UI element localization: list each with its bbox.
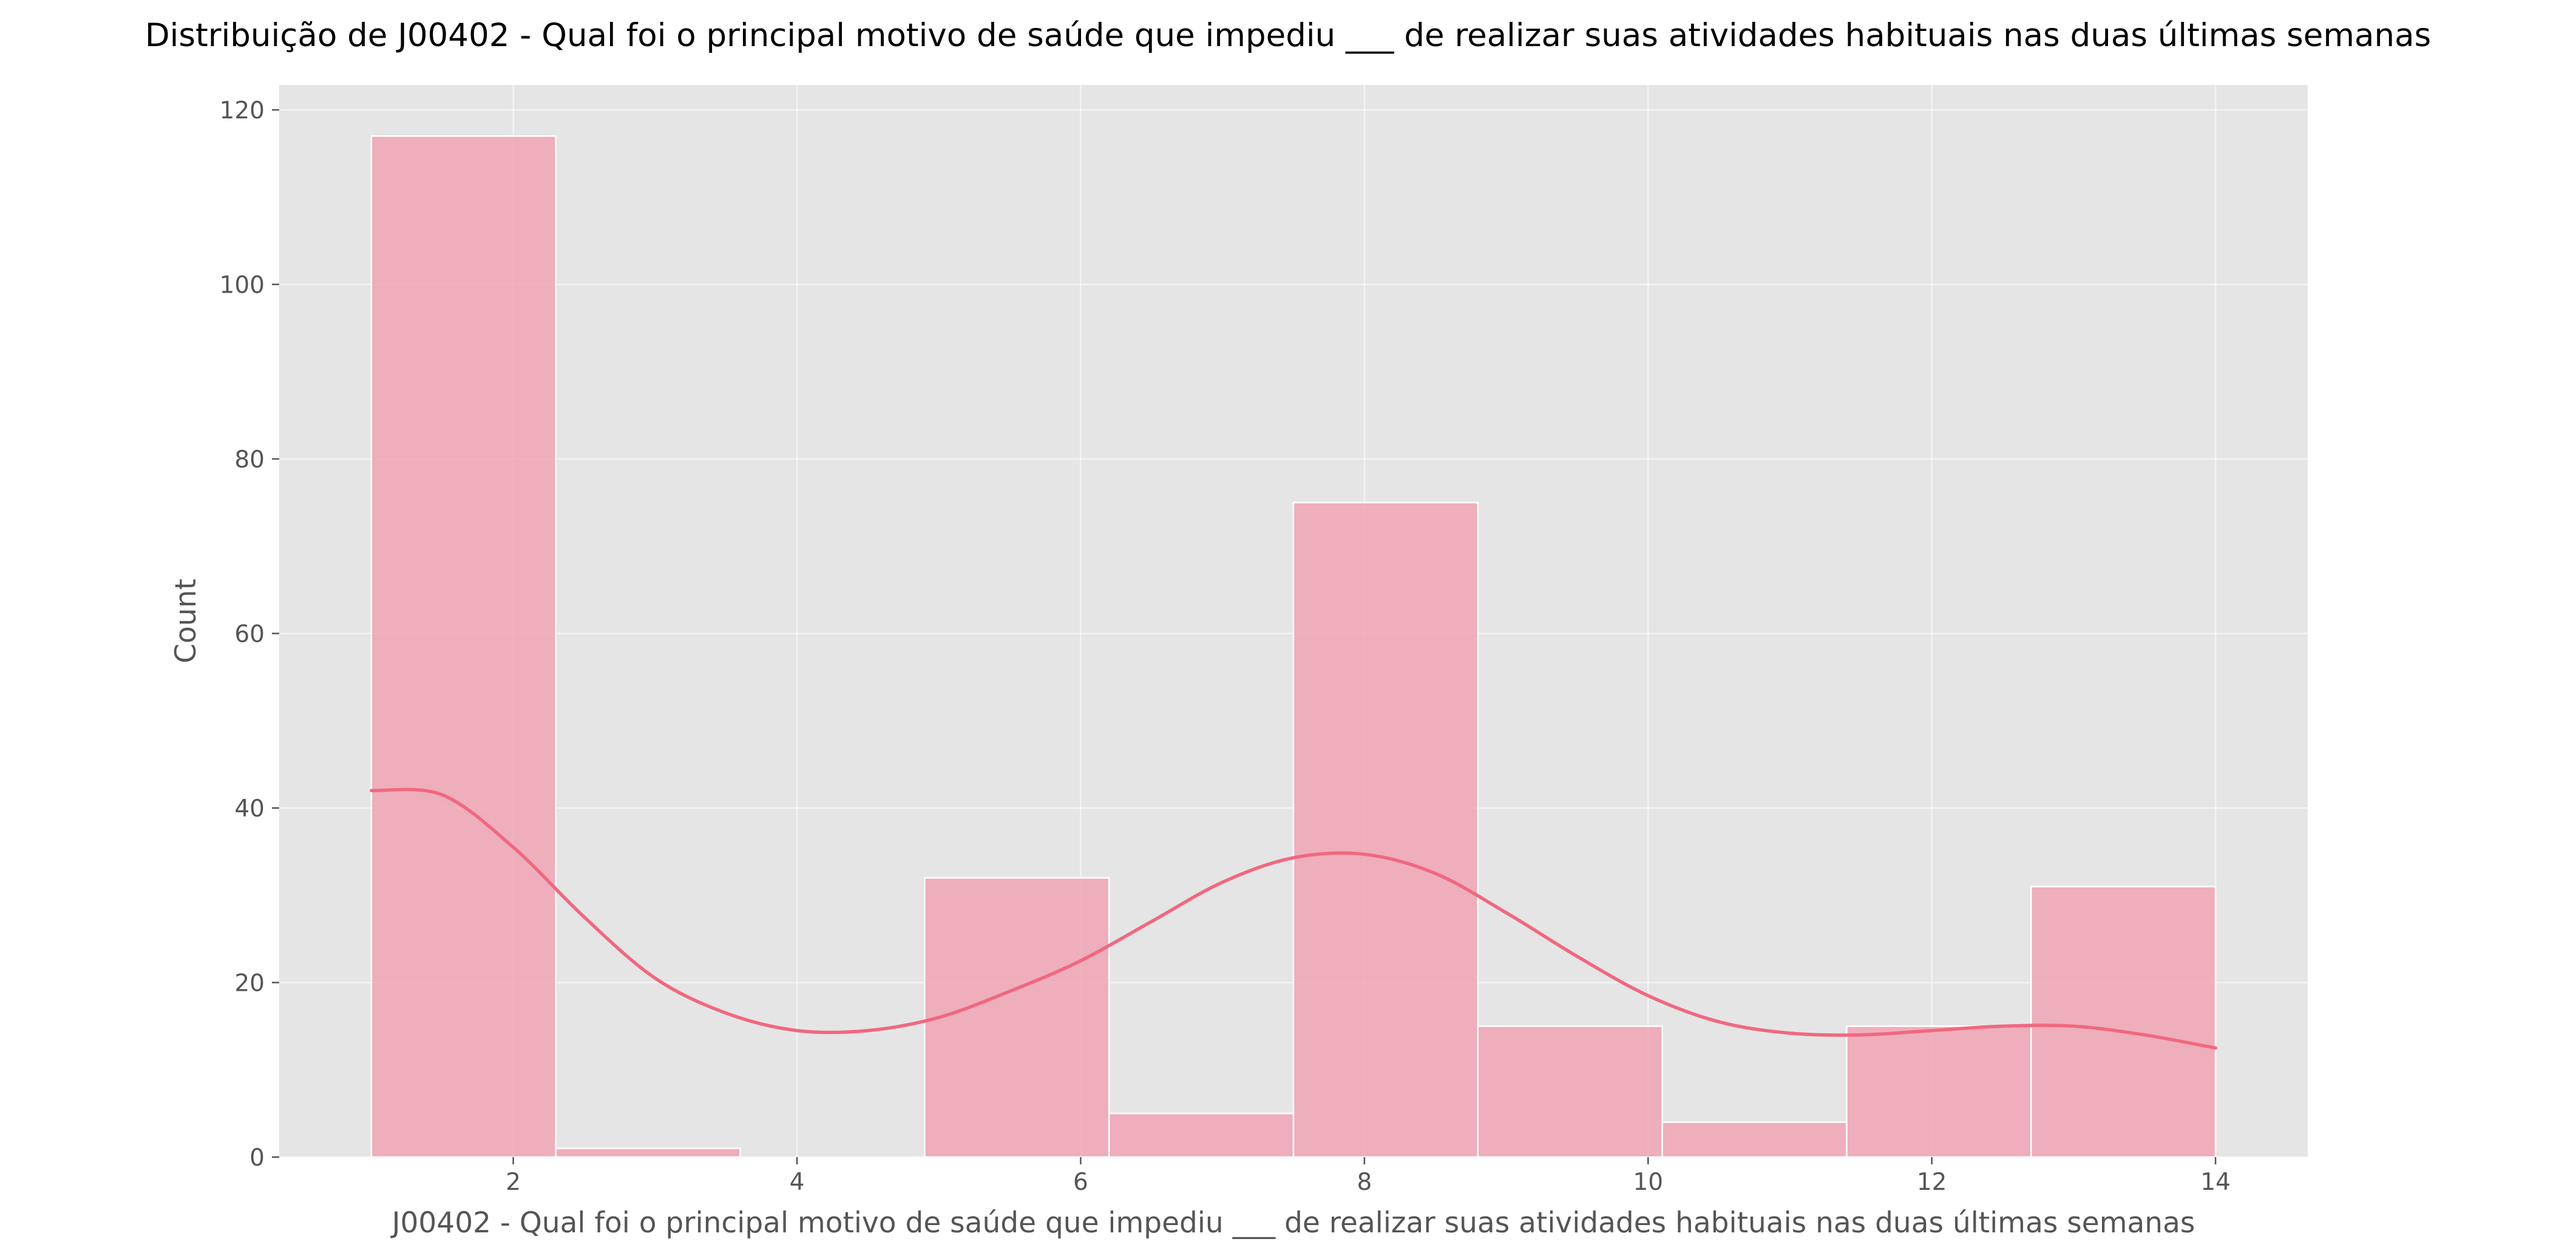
histogram-bar-1 [555,1147,741,1158]
y-tick-label-6: 120 [220,97,265,124]
y-tick-labels: 0 20 40 60 80 100 120 [220,97,279,1172]
histogram-bar-9 [2030,886,2217,1158]
x-tick-label-0: 2 [506,1169,521,1196]
histogram-bar-5 [1292,501,1479,1158]
x-tick-label-5: 12 [1917,1169,1947,1196]
histogram-bar-8 [1846,1025,2032,1158]
x-tick-label-1: 4 [790,1169,805,1196]
x-tick-label-4: 10 [1633,1169,1663,1196]
x-tick-label-2: 6 [1073,1169,1088,1196]
x-tick-labels: 2 4 6 8 10 12 14 [506,1157,2231,1196]
y-axis-label: Count [169,579,203,664]
y-tick-label-1: 20 [234,969,265,997]
kde-line [370,787,2217,1050]
histogram-bar-6 [1477,1025,1663,1158]
chart-title: Distribuição de J00402 - Qual foi o prin… [145,17,2431,54]
x-tick-label-6: 14 [2200,1169,2231,1196]
y-tick-label-2: 40 [234,795,265,823]
histogram-bar-3 [924,877,1110,1158]
histogram-bars [370,135,2217,1158]
y-tick-label-4: 80 [234,446,265,474]
kde-curve [370,787,2217,1050]
y-tick-label-5: 100 [220,271,265,299]
x-axis-label: J00402 - Qual foi o principal motivo de … [390,1206,2195,1240]
histogram-bar-7 [1661,1121,1848,1158]
histogram-bar-4 [1108,1112,1295,1158]
y-tick-label-3: 60 [234,620,265,648]
x-tick-label-3: 8 [1357,1169,1372,1196]
y-tick-label-0: 0 [249,1144,265,1172]
histogram-bar-0 [370,135,557,1158]
